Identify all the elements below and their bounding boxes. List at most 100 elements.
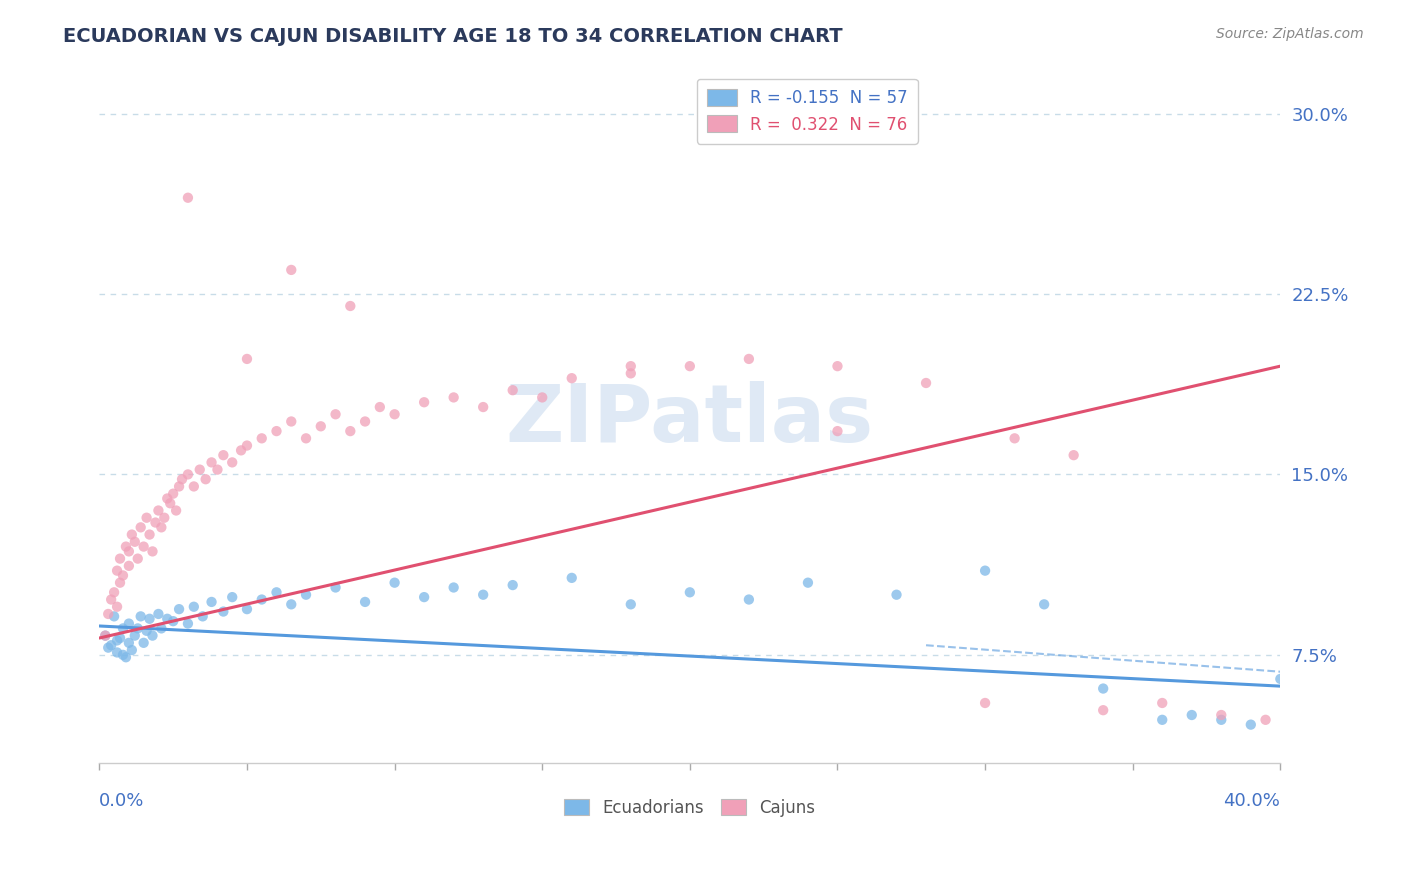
Text: 40.0%: 40.0% — [1223, 792, 1281, 810]
Point — [280, 415, 302, 429]
Point — [620, 359, 643, 373]
Point — [266, 424, 288, 438]
Point — [1092, 703, 1115, 717]
Point — [111, 621, 134, 635]
Point — [1254, 713, 1277, 727]
Point — [325, 581, 347, 595]
Point — [111, 568, 134, 582]
Point — [177, 191, 200, 205]
Point — [165, 503, 187, 517]
Point — [105, 564, 128, 578]
Point — [132, 540, 155, 554]
Point — [100, 638, 122, 652]
Point — [1270, 672, 1292, 686]
Point — [132, 636, 155, 650]
Point — [148, 503, 170, 517]
Point — [127, 551, 149, 566]
Point — [105, 599, 128, 614]
Point — [236, 351, 259, 366]
Point — [162, 486, 184, 500]
Point — [177, 467, 200, 482]
Point — [170, 472, 193, 486]
Point — [472, 400, 495, 414]
Point — [354, 415, 377, 429]
Point — [797, 575, 820, 590]
Point — [502, 383, 524, 397]
Point — [141, 629, 163, 643]
Point — [141, 544, 163, 558]
Point — [1211, 713, 1233, 727]
Point — [443, 391, 465, 405]
Point — [212, 448, 235, 462]
Point — [1152, 696, 1174, 710]
Point — [250, 431, 273, 445]
Point — [309, 419, 332, 434]
Point — [738, 592, 761, 607]
Point — [1092, 681, 1115, 696]
Point — [111, 648, 134, 662]
Point — [384, 407, 406, 421]
Point — [124, 629, 146, 643]
Point — [138, 527, 160, 541]
Point — [156, 612, 179, 626]
Point — [124, 534, 146, 549]
Point — [118, 544, 141, 558]
Point — [384, 575, 406, 590]
Point — [127, 621, 149, 635]
Point — [103, 585, 125, 599]
Point — [135, 624, 157, 638]
Point — [200, 455, 222, 469]
Point — [229, 443, 252, 458]
Point — [108, 575, 131, 590]
Point — [738, 351, 761, 366]
Point — [148, 607, 170, 621]
Point — [295, 588, 318, 602]
Point — [167, 479, 190, 493]
Point — [94, 629, 117, 643]
Point — [1181, 708, 1204, 723]
Point — [194, 472, 217, 486]
Point — [121, 643, 143, 657]
Point — [502, 578, 524, 592]
Point — [413, 395, 436, 409]
Point — [108, 631, 131, 645]
Point — [188, 462, 211, 476]
Point — [135, 510, 157, 524]
Point — [156, 491, 179, 506]
Point — [97, 640, 120, 655]
Point — [339, 424, 361, 438]
Point — [97, 607, 120, 621]
Point — [153, 510, 176, 524]
Point — [1284, 713, 1306, 727]
Point — [129, 609, 152, 624]
Legend: Ecuadorians, Cajuns: Ecuadorians, Cajuns — [558, 792, 823, 823]
Point — [974, 564, 997, 578]
Point — [108, 551, 131, 566]
Text: ZIPatlas: ZIPatlas — [506, 381, 875, 459]
Point — [974, 696, 997, 710]
Point — [129, 520, 152, 534]
Point — [413, 590, 436, 604]
Point — [827, 359, 849, 373]
Point — [443, 581, 465, 595]
Point — [1063, 448, 1085, 462]
Point — [827, 424, 849, 438]
Point — [115, 650, 138, 665]
Point — [1033, 598, 1056, 612]
Point — [118, 558, 141, 573]
Point — [183, 599, 205, 614]
Point — [679, 359, 702, 373]
Point — [94, 629, 117, 643]
Point — [368, 400, 391, 414]
Point — [177, 616, 200, 631]
Point — [221, 455, 243, 469]
Point — [295, 431, 318, 445]
Point — [339, 299, 361, 313]
Point — [221, 590, 243, 604]
Point — [145, 516, 167, 530]
Point — [354, 595, 377, 609]
Point — [138, 612, 160, 626]
Point — [105, 633, 128, 648]
Point — [250, 592, 273, 607]
Point — [620, 367, 643, 381]
